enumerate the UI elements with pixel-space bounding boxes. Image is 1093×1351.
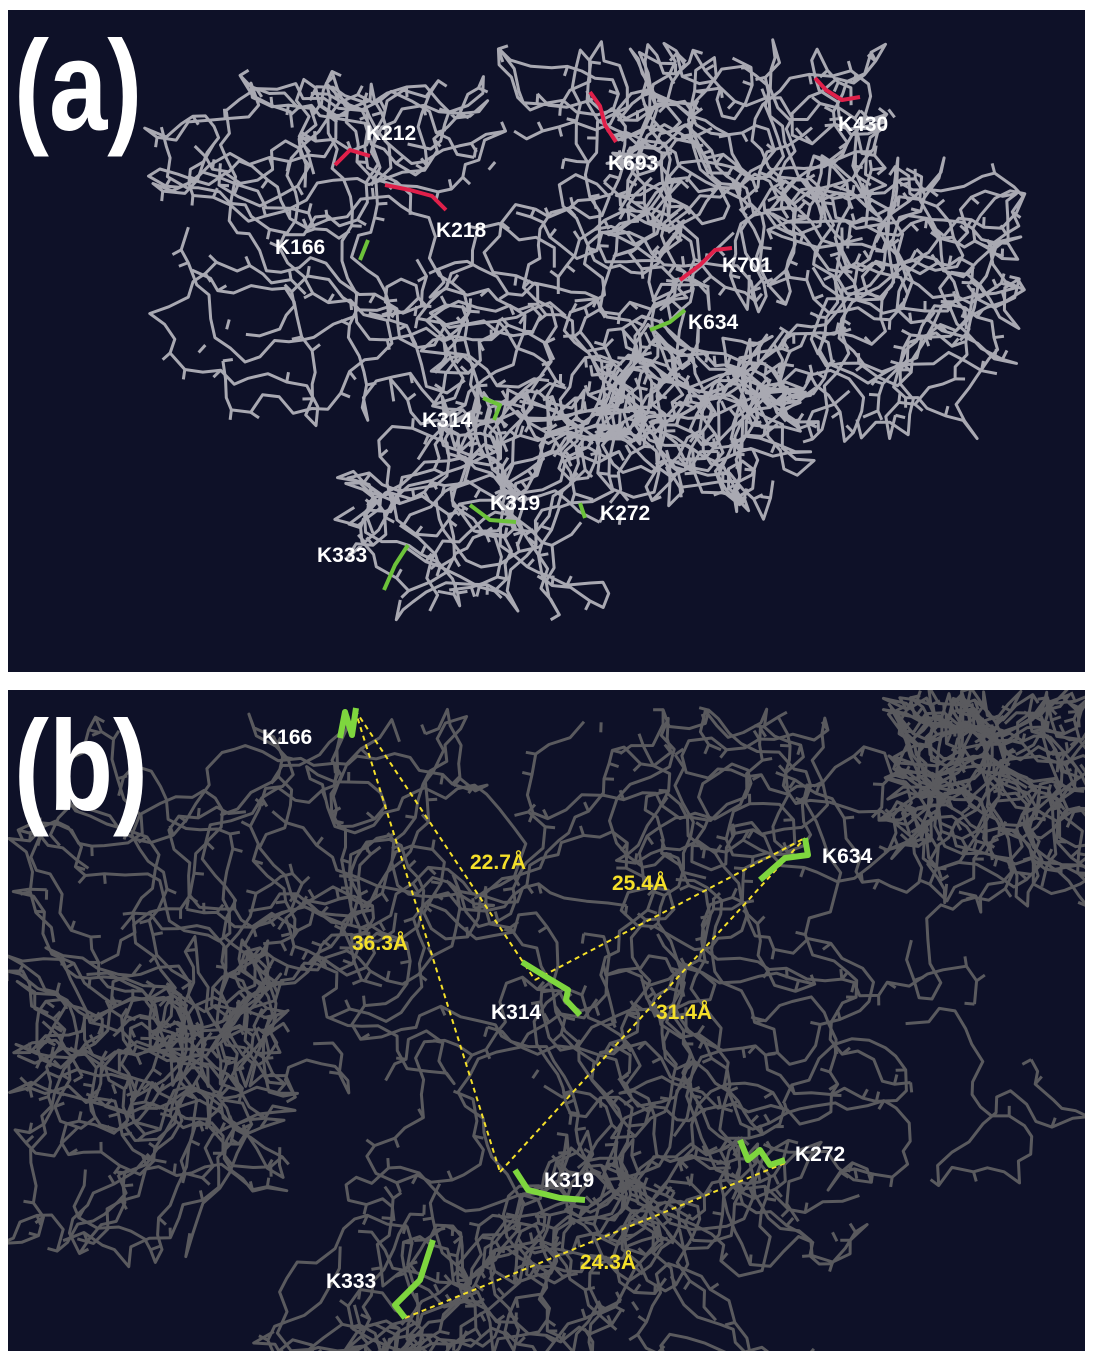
side-chain xyxy=(633,369,643,371)
residue-label: K272 xyxy=(600,502,650,525)
side-chain xyxy=(919,686,929,687)
side-chain xyxy=(557,1134,567,1135)
side-chain xyxy=(962,282,972,283)
side-chain xyxy=(337,889,339,899)
residue-label: K693 xyxy=(608,152,658,175)
side-chain xyxy=(192,196,193,206)
figure: (a) K212 K693 K430 K218 K166 K701 K634 K… xyxy=(0,0,1093,1351)
side-chain xyxy=(764,201,765,211)
side-chain xyxy=(734,868,744,869)
residue-label: K314 xyxy=(422,409,473,432)
side-chain xyxy=(276,901,286,902)
side-chain xyxy=(470,311,480,312)
residue-label: K319 xyxy=(544,1169,594,1192)
side-chain xyxy=(545,827,555,828)
residue-label: K314 xyxy=(491,1001,542,1024)
side-chain xyxy=(836,323,838,333)
side-chain xyxy=(873,784,883,785)
side-chain xyxy=(223,360,233,361)
side-chain xyxy=(23,1201,33,1203)
side-chain xyxy=(605,1144,615,1145)
side-chain xyxy=(570,1115,571,1125)
panel-label: (b) xyxy=(14,694,148,837)
side-chain xyxy=(225,1057,235,1059)
side-chain xyxy=(469,1223,479,1225)
side-chain xyxy=(474,148,476,158)
residue-label: K333 xyxy=(317,544,367,567)
side-chain xyxy=(562,159,564,169)
residue-label: K166 xyxy=(275,236,325,259)
side-chain xyxy=(911,1082,912,1092)
side-chain xyxy=(691,1174,692,1184)
side-chain xyxy=(387,340,389,350)
side-chain xyxy=(894,346,904,348)
side-chain xyxy=(755,77,765,79)
side-chain xyxy=(937,868,947,869)
side-chain xyxy=(1089,796,1093,803)
side-chain xyxy=(162,191,163,201)
side-chain xyxy=(412,418,413,428)
side-chain xyxy=(413,489,415,499)
residue-label: K430 xyxy=(838,113,888,136)
side-chain xyxy=(965,1003,975,1004)
side-chain xyxy=(153,933,163,935)
side-chain xyxy=(377,203,387,204)
side-chain xyxy=(440,1331,450,1333)
side-chain xyxy=(766,1198,776,1200)
residue-label: K166 xyxy=(262,726,312,749)
distance-label: 22.7Å xyxy=(470,850,526,874)
side-chain xyxy=(703,848,705,858)
residue-label: K634 xyxy=(688,311,739,334)
side-chain xyxy=(903,298,904,308)
side-chain xyxy=(89,978,90,988)
side-chain xyxy=(563,336,573,337)
side-chain xyxy=(810,1022,820,1024)
side-chain xyxy=(612,415,614,425)
side-chain xyxy=(352,226,362,227)
side-chain xyxy=(477,385,487,386)
side-chain xyxy=(994,336,1004,337)
side-chain xyxy=(718,1096,720,1106)
distance-label: 25.4Å xyxy=(612,871,668,895)
side-chain xyxy=(329,1072,339,1073)
residue-label: K701 xyxy=(722,254,773,277)
side-chain xyxy=(503,889,513,890)
side-chain xyxy=(112,1000,122,1002)
side-chain xyxy=(575,397,585,398)
side-chain xyxy=(83,1084,93,1086)
side-chain xyxy=(174,1164,175,1174)
residue-label: K218 xyxy=(436,219,487,242)
side-chain xyxy=(482,1237,492,1238)
residue-label: K333 xyxy=(326,1270,376,1293)
side-chain xyxy=(351,915,353,925)
distance-label: 36.3Å xyxy=(352,931,408,955)
side-chain xyxy=(423,1218,433,1220)
side-chain xyxy=(869,394,879,395)
residue-label: K212 xyxy=(366,122,416,145)
side-chain xyxy=(772,949,774,959)
side-chain xyxy=(706,353,708,363)
residue-label: K272 xyxy=(795,1143,845,1166)
residue-label: K319 xyxy=(490,492,540,515)
side-chain xyxy=(589,381,590,391)
distance-label: 24.3Å xyxy=(580,1250,636,1274)
side-chain xyxy=(685,473,695,474)
side-chain xyxy=(694,145,704,147)
side-chain xyxy=(432,840,434,850)
distance-label: 31.4Å xyxy=(656,1000,712,1024)
panel-label: (a) xyxy=(14,14,142,157)
side-chain xyxy=(339,876,349,877)
side-chain xyxy=(607,1180,608,1190)
residue-label: K634 xyxy=(822,845,873,868)
side-chain xyxy=(326,210,328,220)
